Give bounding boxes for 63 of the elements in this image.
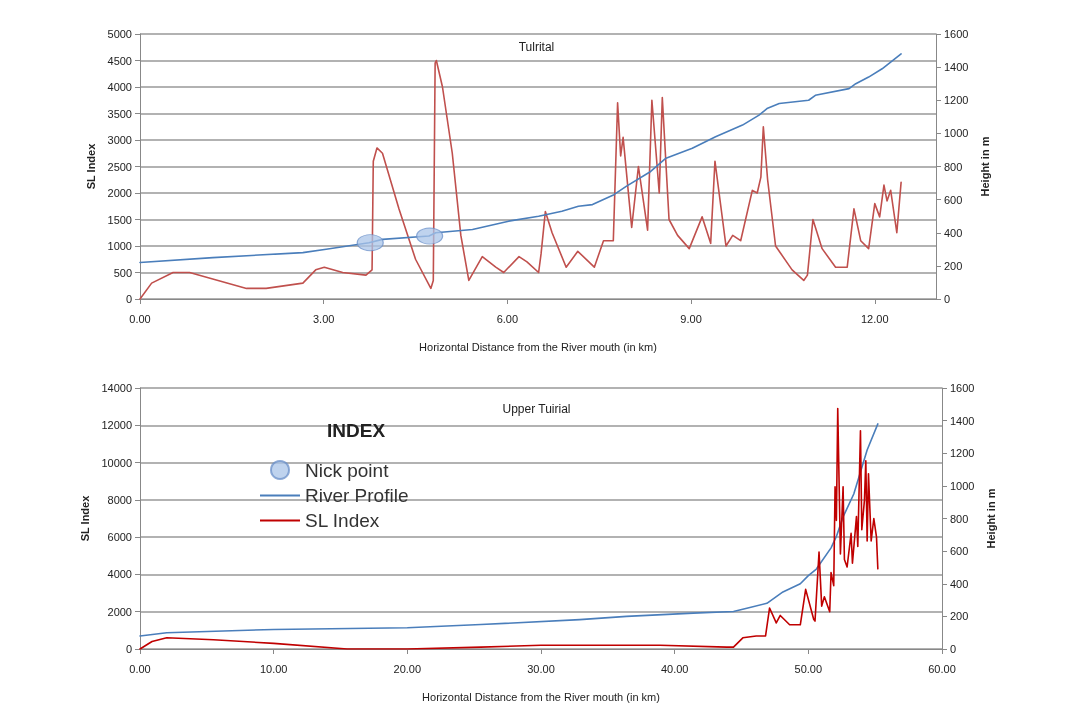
y2-tick-label: 1600 [944,28,969,40]
x-tick-label: 10.00 [259,662,288,675]
y-tick-label: 0 [125,643,132,655]
x-axis-title: Horizontal Distance from the River mouth (in km) [422,690,660,703]
y2-tick-label: 600 [944,193,963,206]
y-tick-label: 12000 [101,419,132,432]
y-tick-label: 3000 [107,134,132,146]
x-tick-label: 12.00 [861,312,889,325]
legend-label: River Profile [305,485,409,506]
y-tick-label: 6000 [107,531,132,544]
line-series [139,59,902,300]
y2-tick-label: 800 [950,512,969,525]
y-tick-label: 4000 [107,81,132,93]
y2-axis-title: Height in m [984,488,997,549]
y-tick-label: 0 [125,293,132,305]
y2-tick-label: 800 [944,160,963,173]
y-tick-label: 3500 [107,107,132,120]
legend-title: INDEX [327,420,386,441]
y-tick-label: 2000 [107,187,132,199]
y2-axis-title: Height in m [978,136,991,197]
y-tick-label: 1000 [107,240,132,252]
y2-tick-label: 0 [950,643,957,655]
text: Upper Tuirial [502,402,571,416]
y2-tick-label: 200 [950,610,969,623]
y2-tick-label: 600 [950,545,969,558]
x-tick-label: 20.00 [393,662,422,675]
x-tick-label: 9.00 [680,312,702,325]
x-tick-label: 40.00 [660,662,689,675]
x-tick-label: 50.00 [794,662,823,675]
legend-label: Nick point [305,459,390,481]
y2-tick-label: 400 [944,226,963,239]
y-axis-title: SL Index [79,494,92,542]
y-tick-label: 8000 [107,493,132,506]
y2-tick-label: 1000 [950,479,975,492]
y2-tick-label: 1400 [950,414,975,427]
y-axis-title: SL Index [85,142,98,190]
y-tick-label: 2500 [107,160,132,173]
y2-tick-label: 1200 [950,447,975,460]
x-tick-label: 60.00 [928,662,956,675]
y2-tick-label: 1000 [944,127,969,140]
y-tick-label: 500 [113,266,132,279]
y-tick-label: 4000 [107,568,132,581]
y2-tick-label: 0 [944,293,951,305]
y2-tick-label: 1400 [944,61,969,74]
y2-tick-label: 200 [944,259,963,272]
x-tick-label: 30.00 [527,662,555,675]
y-tick-label: 14000 [101,382,132,394]
y-tick-label: 10000 [101,456,132,469]
line-series [139,53,902,264]
y-tick-label: 5000 [107,28,132,40]
y2-tick-label: 1600 [950,382,975,394]
y2-tick-label: 1200 [944,94,969,107]
legend-label: SL Index [305,510,380,531]
x-axis-title: Horizontal Distance from the River mouth (in km) [419,340,657,353]
y-tick-label: 2000 [107,605,132,618]
y2-tick-label: 400 [950,577,969,590]
x-tick-label: 3.00 [312,312,335,325]
y-tick-label: 1500 [107,213,132,226]
x-tick-label: 0.00 [129,662,151,675]
x-tick-label: 0.00 [129,312,151,325]
y-tick-label: 4500 [107,54,132,67]
x-tick-label: 6.00 [496,312,519,325]
text: Tulrital [518,40,555,54]
